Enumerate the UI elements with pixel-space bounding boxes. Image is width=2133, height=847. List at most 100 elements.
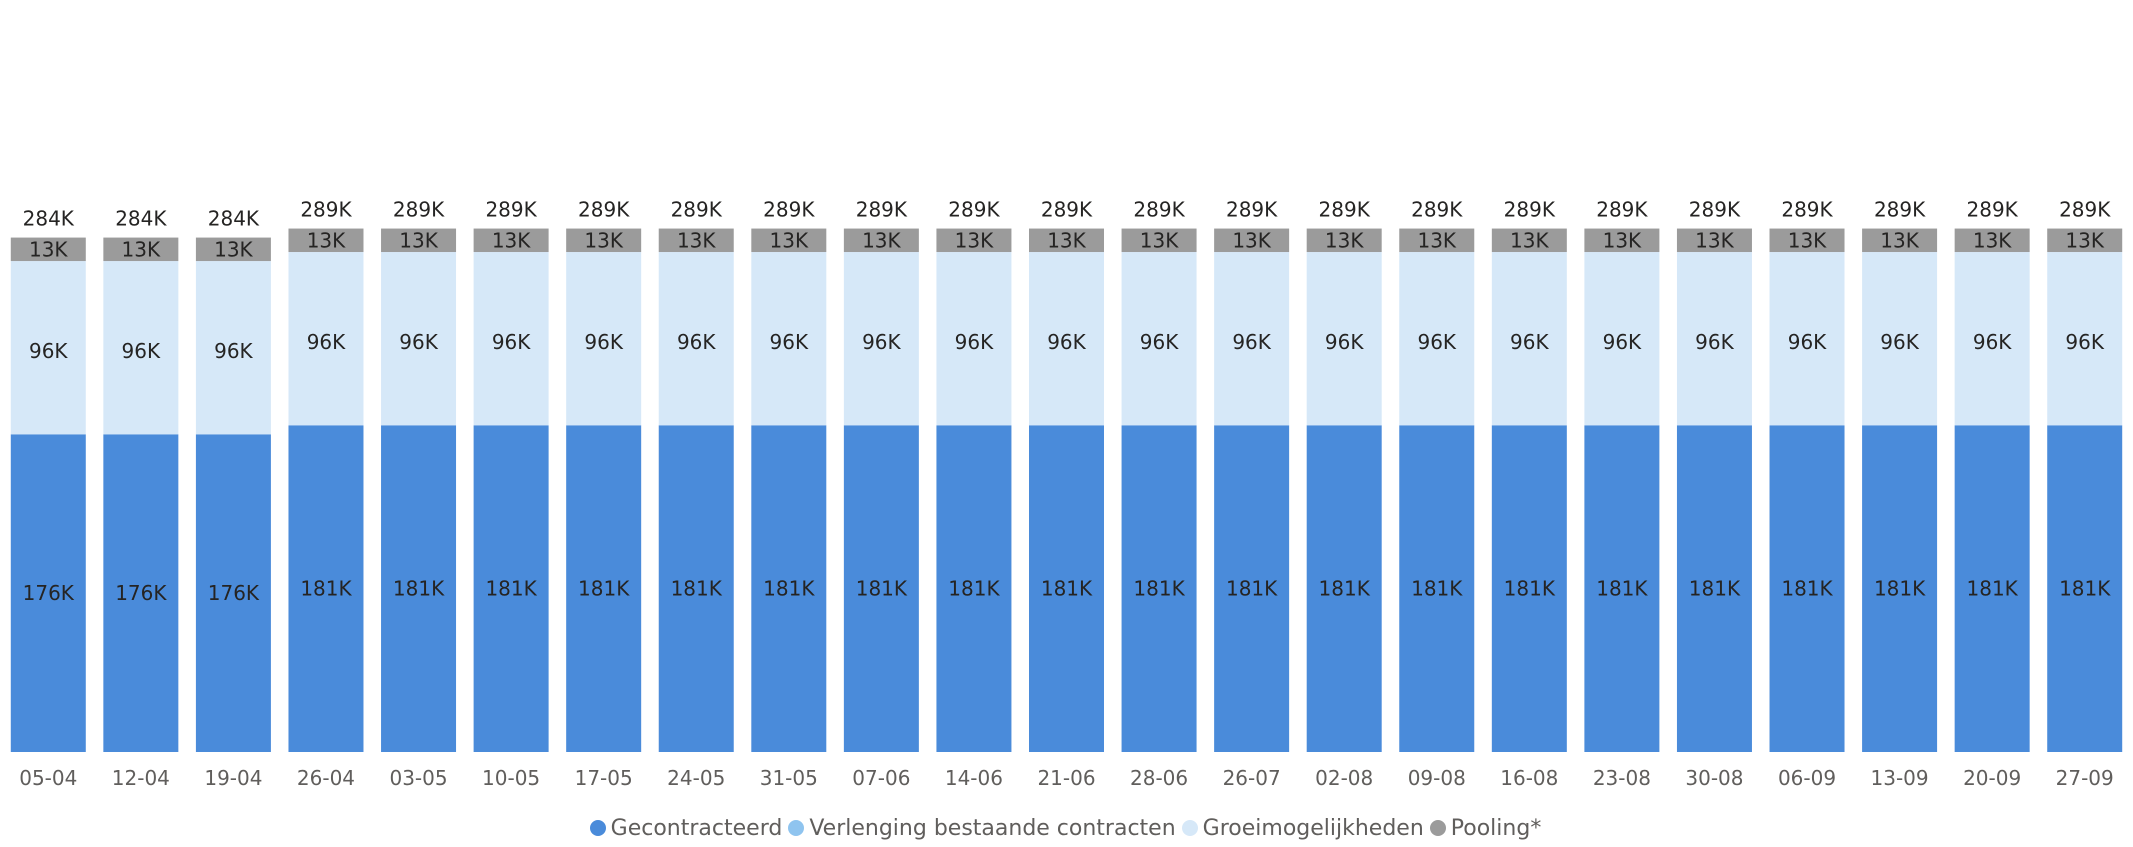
total-label-20: 289K: [1874, 198, 1926, 222]
bar-segment-3-14: [1306, 228, 1382, 253]
bar-segment-2-22: [2047, 252, 2123, 426]
data-label-3-10: 13K: [955, 228, 994, 252]
bar-segment-3-13: [1214, 228, 1290, 253]
bar-segment-0-4: [381, 425, 457, 752]
bar-segment-2-18: [1676, 252, 1752, 426]
data-label-3-9: 13K: [862, 228, 901, 252]
total-label-4: 289K: [393, 198, 445, 222]
bar-segment-3-18: [1676, 228, 1752, 253]
bar-segment-3-6: [566, 228, 642, 253]
total-label-7: 289K: [671, 198, 723, 222]
data-label-3-4: 13K: [399, 228, 438, 252]
data-label-2-0: 96K: [29, 339, 68, 363]
legend-label-verlenging: Verlenging bestaande contracten: [809, 815, 1176, 841]
legend-label-pooling: Pooling*: [1450, 815, 1542, 841]
bar-segment-2-11: [1029, 252, 1104, 426]
total-label-6: 289K: [578, 198, 630, 222]
x-tick-label-1: 12-04: [112, 766, 170, 790]
bar-segment-2-19: [1769, 252, 1845, 426]
data-label-0-20: 181K: [1874, 577, 1926, 601]
bar-segment-0-22: [2047, 425, 2123, 752]
x-tick-label-8: 31-05: [760, 766, 818, 790]
data-label-0-21: 181K: [1967, 577, 2019, 601]
legend-swatch-gecontracteerd: [589, 820, 606, 836]
data-label-0-13: 181K: [1226, 577, 1278, 601]
total-label-5: 289K: [485, 198, 537, 222]
total-label-3: 289K: [300, 198, 352, 222]
data-label-2-13: 96K: [1232, 330, 1271, 354]
x-tick-label-10: 14-06: [945, 766, 1003, 790]
bar-segment-3-12: [1121, 228, 1197, 253]
bar-segment-2-17: [1584, 252, 1660, 426]
data-label-2-16: 96K: [1510, 330, 1549, 354]
bar-segment-2-6: [566, 252, 642, 426]
x-tick-label-20: 13-09: [1871, 766, 1929, 790]
data-label-2-17: 96K: [1603, 330, 1642, 354]
total-label-16: 289K: [1504, 198, 1556, 222]
data-label-0-4: 181K: [393, 577, 445, 601]
data-label-2-21: 96K: [1973, 330, 2012, 354]
data-label-3-20: 13K: [1880, 228, 1919, 252]
bar-segment-0-14: [1306, 425, 1382, 752]
bar-segment-3-22: [2047, 228, 2123, 253]
bar-segment-3-15: [1399, 228, 1475, 253]
bar-segment-0-21: [1954, 425, 2030, 752]
total-label-17: 289K: [1596, 198, 1648, 222]
x-tick-label-22: 27-09: [2056, 766, 2114, 790]
x-tick-label-12: 28-06: [1130, 766, 1188, 790]
bar-segment-0-10: [936, 425, 1012, 752]
bar-segment-3-21: [1954, 228, 2030, 253]
data-label-3-1: 13K: [122, 237, 161, 261]
data-label-2-8: 96K: [770, 330, 809, 354]
bar-segment-0-20: [1862, 425, 1938, 752]
total-label-0: 284K: [23, 207, 75, 231]
data-label-0-12: 181K: [1133, 577, 1185, 601]
data-label-2-14: 96K: [1325, 330, 1364, 354]
data-label-3-19: 13K: [1788, 228, 1827, 252]
x-tick-label-5: 10-05: [482, 766, 540, 790]
legend-label-groeimogelijkheden: Groeimogelijkheden: [1202, 815, 1424, 841]
bar-segment-3-11: [1029, 228, 1104, 253]
bar-segment-2-9: [843, 252, 919, 426]
bar-segment-2-14: [1306, 252, 1382, 426]
bar-segment-3-5: [473, 228, 549, 253]
bar-segment-0-0: [10, 434, 86, 752]
bar-segment-0-12: [1121, 425, 1197, 752]
legend-item-verlenging[interactable]: Verlenging bestaande contracten: [788, 815, 1176, 841]
data-label-3-11: 13K: [1047, 228, 1086, 252]
data-label-3-14: 13K: [1325, 228, 1364, 252]
bar-segment-2-16: [1491, 252, 1567, 426]
data-label-3-22: 13K: [2065, 228, 2104, 252]
bar-segment-3-16: [1491, 228, 1567, 253]
bar-segment-2-10: [936, 252, 1012, 426]
total-label-22: 289K: [2059, 198, 2111, 222]
legend-item-pooling[interactable]: Pooling*: [1429, 815, 1542, 841]
bar-segment-0-1: [103, 434, 179, 752]
bar-segment-0-9: [843, 425, 919, 752]
data-label-3-5: 13K: [492, 228, 531, 252]
chart-legend: Gecontracteerd Verlenging bestaande cont…: [0, 812, 2133, 844]
bar-segment-3-3: [288, 228, 364, 253]
bar-segment-2-5: [473, 252, 549, 426]
bar-segment-2-20: [1862, 252, 1938, 426]
data-label-3-18: 13K: [1695, 228, 1734, 252]
bar-segment-3-19: [1769, 228, 1845, 253]
data-label-2-19: 96K: [1788, 330, 1827, 354]
data-label-3-17: 13K: [1603, 228, 1642, 252]
bar-segment-2-3: [288, 252, 364, 426]
legend-item-groeimogelijkheden[interactable]: Groeimogelijkheden: [1181, 815, 1424, 841]
total-label-8: 289K: [763, 198, 815, 222]
bar-segment-0-16: [1491, 425, 1567, 752]
data-label-2-11: 96K: [1047, 330, 1086, 354]
data-label-0-14: 181K: [1319, 577, 1371, 601]
bar-segment-2-21: [1954, 252, 2030, 426]
legend-item-gecontracteerd[interactable]: Gecontracteerd: [589, 816, 782, 841]
data-label-2-20: 96K: [1880, 330, 1919, 354]
bar-segment-3-4: [381, 228, 457, 253]
x-tick-label-14: 02-08: [1315, 766, 1373, 790]
bar-segment-0-3: [288, 425, 364, 752]
legend-swatch-verlenging: [788, 820, 805, 836]
data-label-3-8: 13K: [770, 228, 809, 252]
data-label-0-10: 181K: [948, 577, 1000, 601]
legend-swatch-groeimogelijkheden: [1181, 820, 1198, 836]
